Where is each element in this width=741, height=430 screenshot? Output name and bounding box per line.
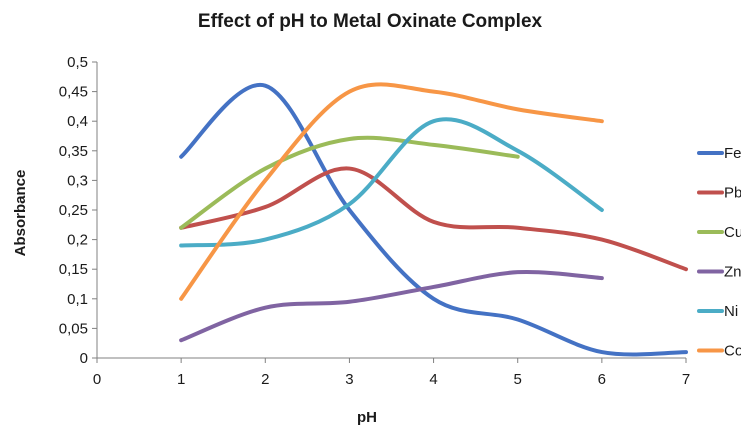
chart-title: Effect of pH to Metal Oxinate Complex xyxy=(198,11,543,32)
legend-label-ni: Ni xyxy=(724,303,738,320)
y-tick-label: 0,25 xyxy=(59,202,88,219)
x-tick-label: 0 xyxy=(93,371,101,388)
y-tick-label: 0,45 xyxy=(59,84,88,101)
y-axis-label: Absorbance xyxy=(12,170,29,257)
y-tick-label: 0,2 xyxy=(67,232,88,249)
x-tick-label: 1 xyxy=(177,371,185,388)
series-line-fe xyxy=(179,82,688,357)
y-tick-label: 0,05 xyxy=(59,320,88,337)
legend-label-cu: Cu xyxy=(724,224,741,241)
y-tick-label: 0,5 xyxy=(67,54,88,71)
y-tick-label: 0,35 xyxy=(59,143,88,160)
y-tick-label: 0,3 xyxy=(67,172,88,189)
legend-label-zn: Zn xyxy=(724,264,741,281)
x-tick-label: 5 xyxy=(514,371,522,388)
series-line-zn xyxy=(179,269,604,343)
x-tick-label: 4 xyxy=(429,371,437,388)
legend-label-co: Co xyxy=(724,343,741,360)
series-line-cu xyxy=(179,135,520,230)
y-tick-label: 0,1 xyxy=(67,291,88,308)
plot-area: 0 0,05 0,1 0,15 0,2 0,25 0,3 0,35 0,4 0,45 0,5 0 1 2 3… xyxy=(59,54,690,388)
x-tick-label: 3 xyxy=(345,371,353,388)
y-tick-label: 0 xyxy=(80,350,88,367)
legend-label-fe: Fe xyxy=(724,145,741,162)
x-axis-label: pH xyxy=(357,409,377,426)
series-line-co xyxy=(179,82,604,301)
y-tick-label: 0,4 xyxy=(67,113,88,130)
x-tick-label: 7 xyxy=(682,371,690,388)
y-tick-label: 0,15 xyxy=(59,261,88,278)
series-line-ni xyxy=(179,117,604,248)
x-tick-label: 6 xyxy=(598,371,606,388)
legend: Fe Pb Cu Zn Ni Co xyxy=(697,145,741,360)
series-line-pb xyxy=(179,166,688,272)
x-tick-label: 2 xyxy=(261,371,269,388)
legend-label-pb: Pb xyxy=(724,185,741,202)
